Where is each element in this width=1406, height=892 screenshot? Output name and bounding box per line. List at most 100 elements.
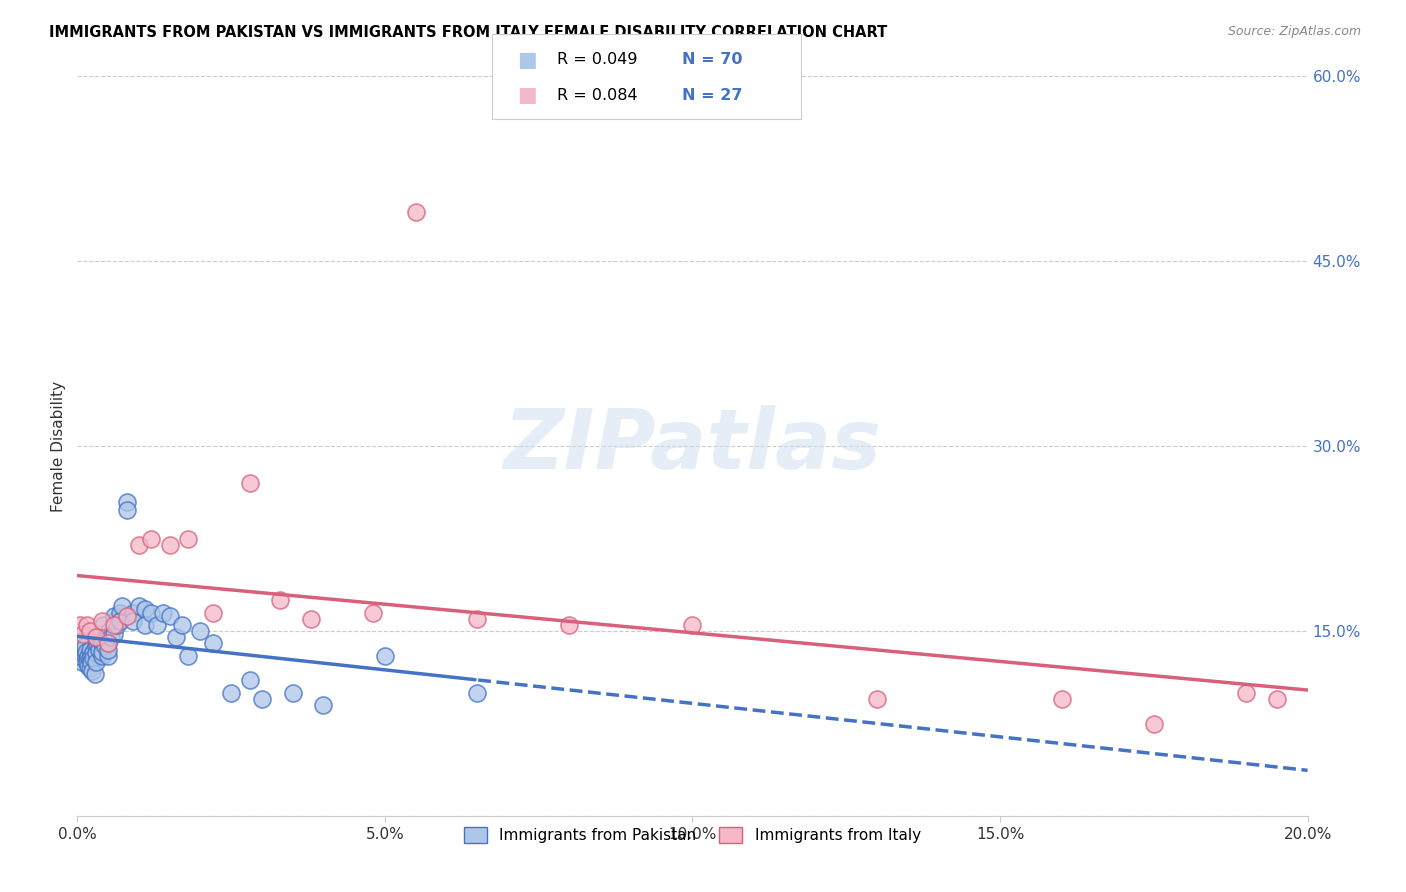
Point <box>69 618 91 632</box>
Point <box>72 636 94 650</box>
Text: ZIPatlas: ZIPatlas <box>503 406 882 486</box>
Point <box>239 475 262 490</box>
Point <box>115 609 138 624</box>
Point <box>281 686 304 700</box>
Text: Source: ZipAtlas.com: Source: ZipAtlas.com <box>1227 25 1361 38</box>
Point <box>141 532 163 546</box>
Point <box>90 636 114 650</box>
Point <box>79 661 101 675</box>
Point <box>103 618 125 632</box>
Point <box>70 646 93 660</box>
Point <box>83 667 105 681</box>
Point <box>110 606 132 620</box>
Point <box>97 636 120 650</box>
Point <box>76 648 98 663</box>
Text: IMMIGRANTS FROM PAKISTAN VS IMMIGRANTS FROM ITALY FEMALE DISABILITY CORRELATION : IMMIGRANTS FROM PAKISTAN VS IMMIGRANTS F… <box>49 25 887 40</box>
Point <box>72 651 94 665</box>
Point <box>90 614 114 628</box>
Point <box>70 655 93 669</box>
Point <box>219 686 242 700</box>
Text: R = 0.084: R = 0.084 <box>557 87 637 103</box>
Point <box>86 632 108 647</box>
Point <box>98 624 121 639</box>
Point <box>465 686 488 700</box>
Point <box>170 618 193 632</box>
Point <box>90 648 114 663</box>
Point <box>165 630 187 644</box>
Point <box>682 618 704 632</box>
Point <box>75 648 97 663</box>
Point <box>72 642 94 657</box>
Point <box>84 630 107 644</box>
Point <box>76 618 98 632</box>
Text: N = 27: N = 27 <box>682 87 742 103</box>
Point <box>84 639 107 653</box>
Point <box>866 692 889 706</box>
Point <box>77 658 100 673</box>
Point <box>97 642 120 657</box>
Point <box>1265 692 1288 706</box>
Point <box>312 698 335 712</box>
Y-axis label: Female Disability: Female Disability <box>51 380 66 512</box>
Point <box>159 538 181 552</box>
Point <box>90 645 114 659</box>
Point <box>80 648 103 663</box>
Point <box>134 602 156 616</box>
Point <box>75 645 97 659</box>
Point <box>1234 686 1257 700</box>
Point <box>82 651 104 665</box>
Point <box>121 614 143 628</box>
Point <box>558 618 581 632</box>
Point <box>152 606 174 620</box>
Point <box>177 532 200 546</box>
Point <box>100 630 122 644</box>
Point <box>73 639 96 653</box>
Point <box>76 652 98 666</box>
Point <box>94 639 117 653</box>
Point <box>128 538 150 552</box>
Point <box>177 648 200 663</box>
Point <box>188 624 212 639</box>
Point <box>121 606 143 620</box>
Point <box>84 646 107 660</box>
Point <box>250 692 273 706</box>
Point <box>134 618 156 632</box>
Point <box>89 626 111 640</box>
Point <box>76 655 98 669</box>
Point <box>82 664 104 678</box>
Point <box>103 614 125 628</box>
Point <box>79 642 101 657</box>
Point <box>465 612 488 626</box>
Text: N = 70: N = 70 <box>682 52 742 67</box>
Point <box>201 636 224 650</box>
Point <box>361 606 384 620</box>
Point <box>105 618 128 632</box>
Point <box>201 606 224 620</box>
Point <box>115 494 138 508</box>
Legend: Immigrants from Pakistan, Immigrants from Italy: Immigrants from Pakistan, Immigrants fro… <box>458 821 927 849</box>
Point <box>1143 716 1166 731</box>
Point <box>239 673 262 688</box>
Point <box>103 609 125 624</box>
Point <box>299 612 322 626</box>
Point <box>97 648 120 663</box>
Point <box>87 642 110 657</box>
Point <box>86 636 108 650</box>
Text: ■: ■ <box>517 86 537 105</box>
Point <box>82 645 104 659</box>
Point <box>269 593 291 607</box>
Point <box>103 626 125 640</box>
Point <box>110 614 132 628</box>
Point <box>90 634 112 648</box>
Point <box>374 648 396 663</box>
Point <box>159 609 181 624</box>
Point <box>69 648 91 663</box>
Point <box>84 655 107 669</box>
Point <box>79 651 101 665</box>
Point <box>97 636 120 650</box>
Point <box>405 204 427 219</box>
Point <box>141 606 163 620</box>
Text: ■: ■ <box>517 50 537 70</box>
Point <box>79 624 101 639</box>
Point <box>1050 692 1073 706</box>
